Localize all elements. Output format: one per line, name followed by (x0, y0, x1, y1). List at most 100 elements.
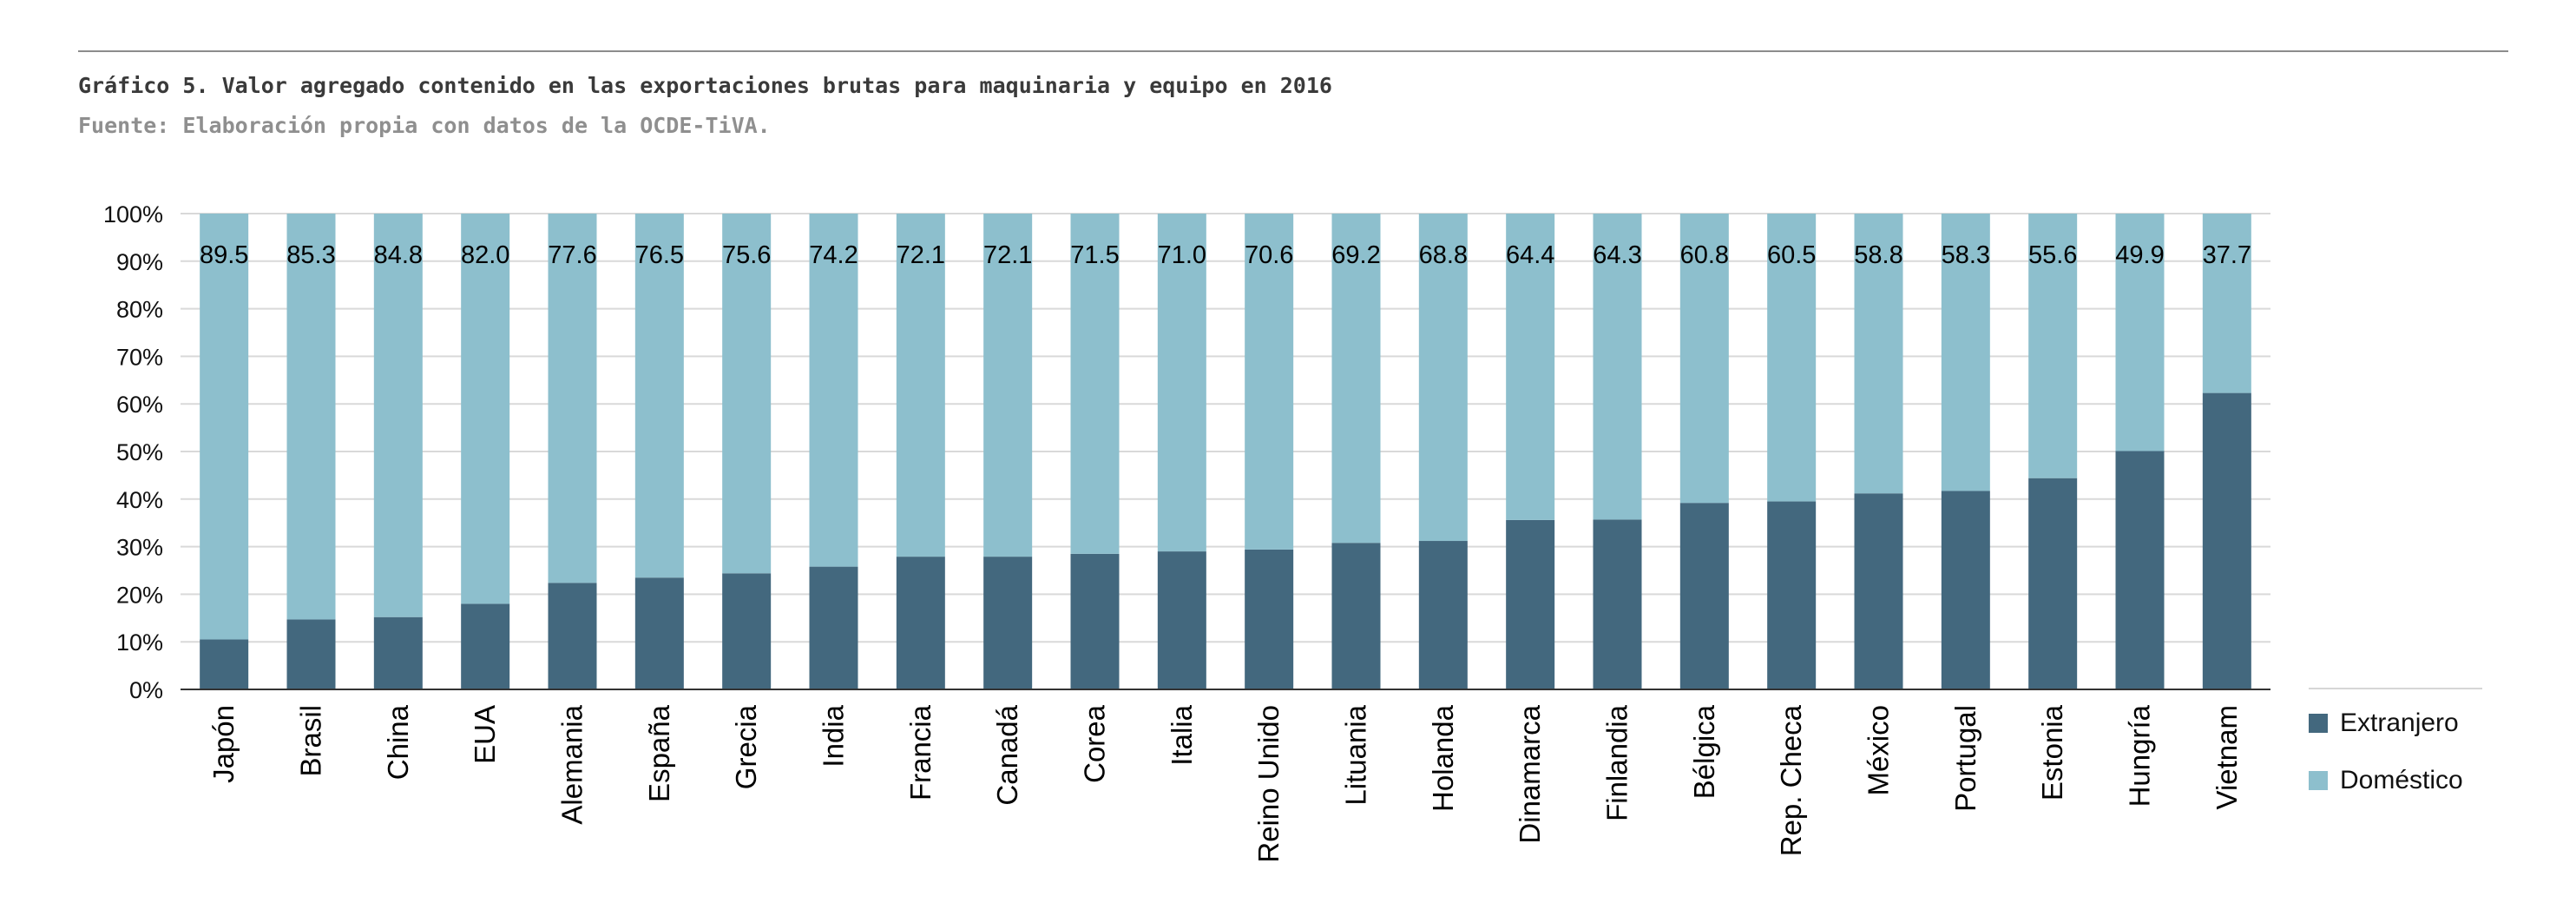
data-label: 89.5 (200, 241, 248, 269)
bar-extranjero (1245, 549, 1294, 689)
x-tick-label: Rep. Checa (1775, 704, 1807, 856)
bar-extranjero (809, 566, 858, 689)
y-tick-label: 0% (129, 677, 163, 703)
bar-extranjero (1767, 501, 1817, 689)
x-tick-label: Francia (904, 704, 936, 801)
bar-domestico (1331, 214, 1381, 544)
data-label: 64.4 (1506, 241, 1554, 269)
data-label: 77.6 (548, 241, 596, 269)
x-tick-label: Canadá (991, 704, 1023, 805)
data-label: 58.3 (1942, 241, 1990, 269)
bar-domestico (722, 214, 772, 574)
data-label: 60.5 (1767, 241, 1816, 269)
data-label: 69.2 (1331, 241, 1380, 269)
data-label: 84.8 (374, 241, 423, 269)
y-tick-label: 30% (116, 535, 163, 561)
data-label: 74.2 (809, 241, 858, 269)
bar-extranjero (1854, 493, 1903, 689)
y-tick-label: 70% (116, 344, 163, 370)
x-tick-label: Hungría (2124, 704, 2156, 807)
bar-extranjero (1157, 551, 1206, 689)
bar-extranjero (634, 577, 684, 689)
legend-item-domestico: Doméstico (2309, 766, 2463, 795)
x-tick-label: España (643, 704, 675, 802)
bar-extranjero (2115, 451, 2165, 689)
data-label: 71.5 (1070, 241, 1119, 269)
chart-source: Fuente: Elaboración propia con datos de … (78, 113, 771, 138)
gridlines (181, 213, 2270, 643)
bar-domestico (2028, 214, 2078, 478)
bar-domestico (200, 214, 249, 640)
data-label: 71.0 (1158, 241, 1206, 269)
legend-divider (2309, 688, 2482, 689)
legend-item-extranjero: Extranjero (2309, 709, 2459, 738)
bar-extranjero (200, 639, 249, 689)
data-label: 72.1 (983, 241, 1032, 269)
data-label: 72.1 (897, 241, 945, 269)
x-tick-label: EUA (469, 705, 501, 764)
y-tick-label: 100% (103, 201, 163, 227)
bar-extranjero (1506, 519, 1555, 689)
data-label: 58.8 (1854, 241, 1902, 269)
x-tick-label: Corea (1079, 704, 1111, 783)
bar-extranjero (1593, 519, 1642, 689)
y-tick-label: 50% (116, 439, 163, 465)
bar-domestico (1157, 214, 1206, 552)
bar-domestico (548, 214, 597, 583)
bar-domestico (461, 214, 510, 604)
x-tick-label: Italia (1166, 704, 1198, 765)
y-tick-label: 20% (116, 582, 163, 608)
bar-domestico (1679, 214, 1729, 504)
x-tick-label: Holanda (1427, 704, 1459, 812)
bar-extranjero (983, 557, 1033, 689)
data-label: 82.0 (461, 241, 509, 269)
x-tick-label: Portugal (1949, 705, 1981, 812)
bar-domestico (809, 214, 858, 567)
y-tick-label: 60% (116, 392, 163, 418)
bar-extranjero (2028, 478, 2078, 689)
bar-domestico (373, 214, 423, 617)
bar-extranjero (1679, 503, 1729, 689)
x-tick-label: Finlandia (1601, 704, 1633, 821)
bar-extranjero (2202, 392, 2251, 689)
data-label: 76.5 (635, 241, 684, 269)
bar-extranjero (1941, 491, 1990, 689)
y-tick-label: 40% (116, 487, 163, 513)
bar-domestico (1506, 214, 1555, 520)
y-tick-label: 10% (116, 629, 163, 656)
bar-domestico (286, 214, 336, 620)
chart-title: Gráfico 5. Valor agregado contenido en l… (78, 73, 1332, 98)
data-label: 70.6 (1245, 241, 1293, 269)
x-tick-label: Brasil (295, 705, 327, 777)
y-tick-label: 90% (116, 249, 163, 275)
bar-extranjero (373, 616, 423, 689)
bar-extranjero (896, 557, 945, 689)
bar-domestico (1593, 214, 1642, 520)
data-label: 64.3 (1593, 241, 1641, 269)
bar-extranjero (1331, 543, 1381, 689)
bar-domestico (1418, 214, 1468, 542)
bar-domestico (1941, 214, 1990, 491)
bars (200, 214, 2251, 689)
x-tick-label: Reino Unido (1252, 705, 1285, 863)
x-tick-label: Grecia (730, 704, 762, 789)
x-tick-label: China (382, 704, 414, 780)
x-tick-label: México (1863, 705, 1895, 796)
legend-label-extranjero: Extranjero (2340, 709, 2459, 737)
legend-swatch-extranjero (2309, 714, 2328, 733)
bar-extranjero (461, 603, 510, 689)
x-tick-label: Dinamarca (1514, 704, 1546, 843)
bar-domestico (1854, 214, 1903, 494)
bar-domestico (896, 214, 945, 557)
x-tick-label: Bélgica (1688, 704, 1720, 799)
data-label: 60.8 (1680, 241, 1729, 269)
bar-extranjero (1070, 553, 1120, 689)
legend-swatch-domestico (2309, 771, 2328, 790)
bar-extranjero (1418, 541, 1468, 689)
y-tick-label: 80% (116, 297, 163, 323)
bar-extranjero (548, 583, 597, 689)
bar-extranjero (722, 573, 772, 689)
labels: 0% 10% 20% 30% 40% 50% 60% 70% 80% 90% 100% 89.5 Jap… (103, 201, 2251, 863)
data-label: 68.8 (1419, 241, 1468, 269)
